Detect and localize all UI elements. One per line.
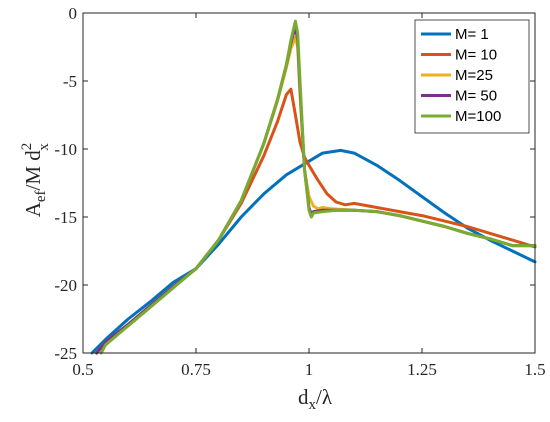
- legend-label-3: M=25: [455, 67, 493, 84]
- legend-label-2: M= 10: [455, 47, 497, 64]
- y-tick-label: -15: [54, 208, 77, 227]
- legend-label-1: M= 1: [455, 26, 489, 43]
- y-tick-label: -10: [54, 140, 77, 159]
- legend-label-5: M=100: [455, 108, 501, 125]
- tick-layer: 0.5 0.75 1 1.25 1.5 -25 -20 -15 -10 -5 0: [54, 4, 545, 379]
- y-axis-label: Aef/M d2x: [19, 143, 52, 218]
- x-tick-label: 0.5: [72, 360, 93, 379]
- legend-label-4: M= 50: [455, 88, 497, 105]
- series-line-1: [90, 148, 537, 355]
- x-tick-label: 1: [305, 360, 314, 379]
- y-tick-label: -20: [54, 276, 77, 295]
- x-tick-label: 1.5: [524, 360, 545, 379]
- series-line-5: [99, 19, 537, 355]
- series-layer: [90, 19, 537, 355]
- x-axis-label: dx/λ: [298, 385, 333, 413]
- y-tick-label: -5: [63, 72, 77, 91]
- x-tick-label: 1.25: [407, 360, 437, 379]
- x-tick-label: 0.75: [181, 360, 211, 379]
- legend: M= 1 M= 10 M=25 M= 50 M=100: [414, 19, 530, 134]
- y-tick-label: -25: [54, 344, 77, 363]
- y-tick-label: 0: [69, 4, 78, 23]
